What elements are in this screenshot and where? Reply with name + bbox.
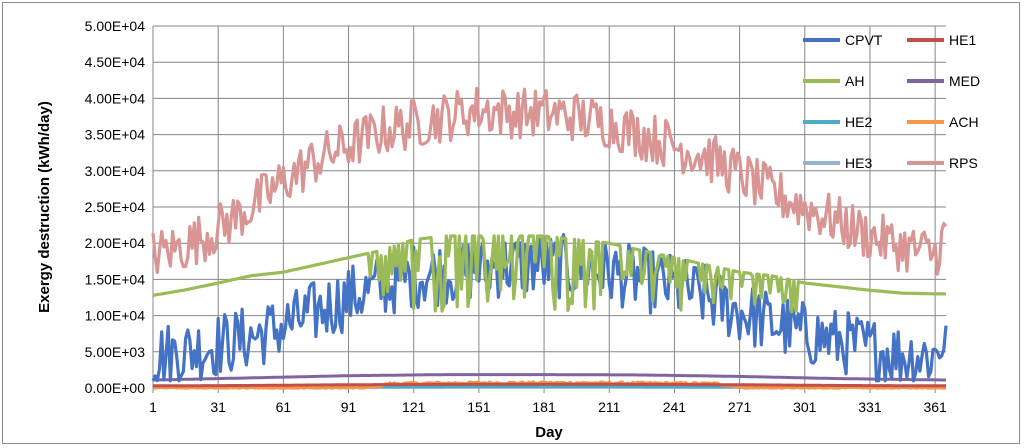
- y-axis-title: Exergy destruction (kWh/day): [36, 101, 53, 313]
- x-tick-label: 211: [598, 399, 621, 415]
- x-tick-label: 151: [467, 399, 491, 415]
- x-tick-label: 91: [341, 399, 357, 415]
- y-tick-label: 2.00E+04: [85, 235, 146, 251]
- legend-label-he2: HE2: [845, 114, 872, 130]
- legend-label-he3: HE3: [845, 155, 872, 171]
- y-tick-label: 0.00E+00: [85, 380, 146, 396]
- x-tick-label: 61: [276, 399, 292, 415]
- y-tick-label: 5.00E+04: [85, 18, 146, 34]
- x-tick-label: 31: [210, 399, 226, 415]
- y-tick-label: 4.50E+04: [85, 54, 146, 70]
- x-tick-label: 271: [728, 399, 752, 415]
- axes: 0.00E+00 5.00E+03 1.00E+04 1.50E+04 2.00E+04…: [85, 18, 947, 415]
- x-tick-label: 331: [858, 399, 882, 415]
- series-line-he1: [153, 382, 946, 388]
- x-tick-label: 121: [402, 399, 426, 415]
- legend: CPVT HE1 AH MED HE2 ACH HE3 RPS: [803, 32, 980, 171]
- x-tick-label: 1: [149, 399, 157, 415]
- y-tick-label: 4.00E+04: [85, 90, 146, 106]
- y-tick-label: 1.00E+04: [85, 308, 146, 324]
- legend-label-rps: RPS: [949, 155, 978, 171]
- x-tick-label: 181: [532, 399, 556, 415]
- x-tick-label: 301: [793, 399, 817, 415]
- x-tick-label: 241: [663, 399, 687, 415]
- legend-label-he1: HE1: [949, 32, 976, 48]
- legend-label-ah: AH: [845, 73, 864, 89]
- legend-label-ach: ACH: [949, 114, 979, 130]
- legend-label-med: MED: [949, 73, 980, 89]
- y-tick-label: 2.50E+04: [85, 199, 146, 215]
- series-lines: [151, 86, 948, 390]
- series-line-ah: [152, 234, 946, 314]
- y-tick-label: 3.50E+04: [85, 127, 146, 143]
- y-tick-label: 3.00E+04: [85, 163, 146, 179]
- y-tick-label: 1.50E+04: [85, 271, 146, 287]
- y-tick-label: 5.00E+03: [85, 344, 146, 360]
- series-line-rps: [151, 86, 948, 276]
- x-tick-label: 361: [923, 399, 947, 415]
- legend-label-cpvt: CPVT: [845, 32, 883, 48]
- x-axis-title: Day: [535, 424, 563, 441]
- series-line-med: [153, 373, 946, 382]
- series-line-cpvt: [151, 233, 948, 383]
